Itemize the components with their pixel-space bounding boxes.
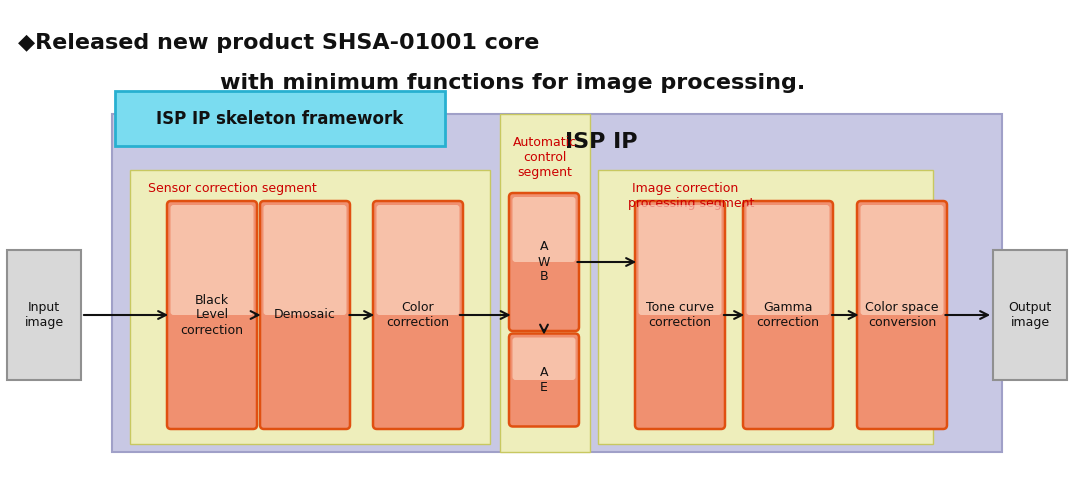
Text: ISP IP: ISP IP: [565, 132, 638, 152]
Text: Input
image: Input image: [25, 301, 63, 329]
FancyBboxPatch shape: [512, 197, 576, 262]
FancyBboxPatch shape: [377, 205, 460, 315]
FancyBboxPatch shape: [500, 114, 590, 452]
Text: Output
image: Output image: [1008, 301, 1051, 329]
FancyBboxPatch shape: [130, 170, 490, 444]
Text: Automatic
control
segment: Automatic control segment: [513, 136, 577, 179]
Text: Color space
conversion: Color space conversion: [866, 301, 939, 329]
FancyBboxPatch shape: [743, 201, 833, 429]
FancyBboxPatch shape: [112, 114, 1002, 452]
FancyBboxPatch shape: [8, 250, 81, 380]
Text: ISP IP skeleton framework: ISP IP skeleton framework: [157, 109, 404, 128]
FancyBboxPatch shape: [860, 205, 943, 315]
Text: Black
Level
correction: Black Level correction: [180, 293, 244, 336]
Text: Demosaic: Demosaic: [274, 309, 336, 322]
FancyBboxPatch shape: [166, 201, 257, 429]
FancyBboxPatch shape: [171, 205, 253, 315]
FancyBboxPatch shape: [260, 201, 350, 429]
FancyBboxPatch shape: [598, 170, 933, 444]
FancyBboxPatch shape: [509, 193, 579, 331]
Text: Sensor correction segment: Sensor correction segment: [148, 182, 317, 195]
Text: with minimum functions for image processing.: with minimum functions for image process…: [220, 73, 806, 93]
Text: Image correction
   processing segment: Image correction processing segment: [616, 182, 754, 210]
FancyBboxPatch shape: [373, 201, 463, 429]
FancyBboxPatch shape: [509, 334, 579, 427]
FancyBboxPatch shape: [746, 205, 829, 315]
Text: ◆Released new product SHSA-01001 core: ◆Released new product SHSA-01001 core: [18, 33, 539, 53]
Text: Tone curve
correction: Tone curve correction: [645, 301, 714, 329]
Text: A
E: A E: [540, 366, 548, 394]
FancyBboxPatch shape: [263, 205, 347, 315]
FancyBboxPatch shape: [639, 205, 722, 315]
FancyBboxPatch shape: [512, 337, 576, 380]
Text: A
W
B: A W B: [538, 240, 550, 284]
FancyBboxPatch shape: [115, 91, 445, 146]
FancyBboxPatch shape: [857, 201, 947, 429]
Text: Color
correction: Color correction: [387, 301, 450, 329]
Text: Gamma
correction: Gamma correction: [756, 301, 819, 329]
FancyBboxPatch shape: [635, 201, 725, 429]
FancyBboxPatch shape: [993, 250, 1066, 380]
